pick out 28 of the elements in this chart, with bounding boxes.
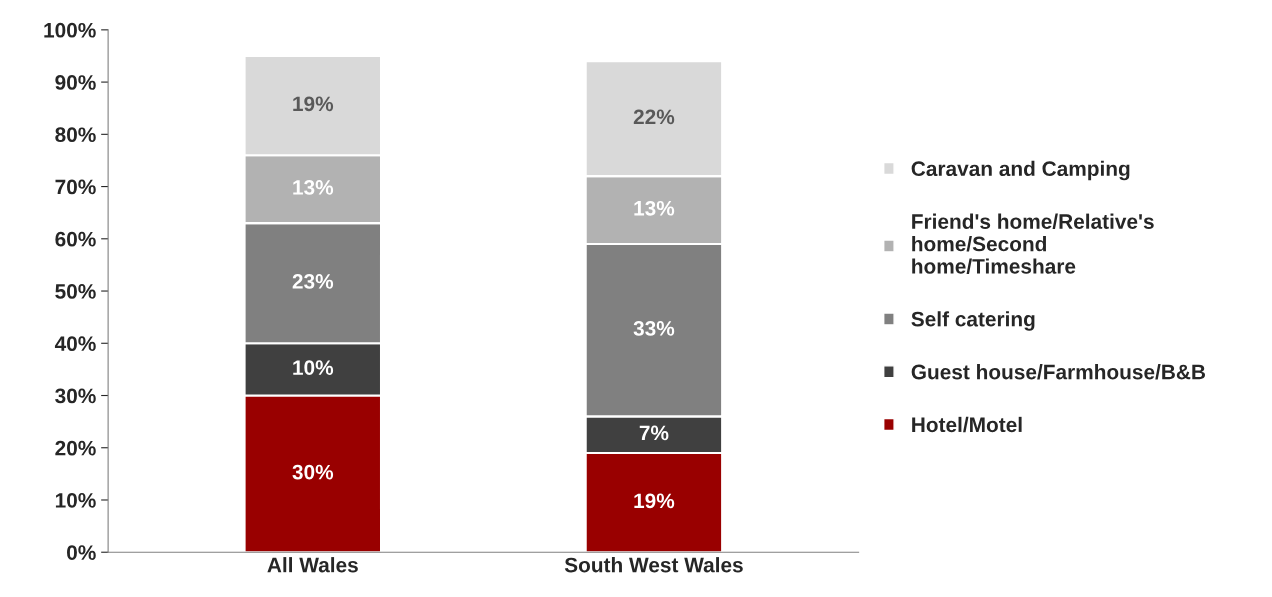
y-tick-label: 40% <box>54 336 96 352</box>
x-tick-label: South West Wales <box>564 557 743 573</box>
data-label: 19% <box>634 493 675 509</box>
legend-label: Guest house/Farmhouse/B&B <box>911 364 1206 380</box>
data-label: 13% <box>293 180 334 195</box>
legend-label: Self catering <box>911 311 1035 331</box>
data-label: 33% <box>633 321 675 336</box>
y-tick-label: 80% <box>55 127 96 143</box>
legend-label: Caravan and Camping <box>911 160 1130 181</box>
x-tick-label: All Wales <box>267 557 358 573</box>
data-label: 10% <box>293 360 334 375</box>
y-tick-label: 10% <box>55 492 96 508</box>
data-label: 22% <box>633 109 675 125</box>
y-tick-label: 0% <box>67 545 96 560</box>
y-tick-label: 90% <box>55 75 96 90</box>
legend-label: Friend's home/Relative's home/Second home/Timeshare <box>912 213 1154 274</box>
y-tick-label: 30% <box>55 388 96 404</box>
y-tick-label: 60% <box>55 231 96 247</box>
legend-label: Hotel/Motel <box>912 416 1022 433</box>
y-tick-label: 20% <box>55 440 96 456</box>
data-label: 30% <box>292 464 334 480</box>
data-label: 7% <box>639 425 669 441</box>
data-label: 13% <box>634 200 675 216</box>
data-label: 19% <box>293 96 334 112</box>
y-tick-label: 100% <box>44 22 96 38</box>
y-tick-label: 70% <box>55 179 96 195</box>
y-tick-label: 50% <box>55 284 96 299</box>
data-label: 23% <box>292 274 334 289</box>
